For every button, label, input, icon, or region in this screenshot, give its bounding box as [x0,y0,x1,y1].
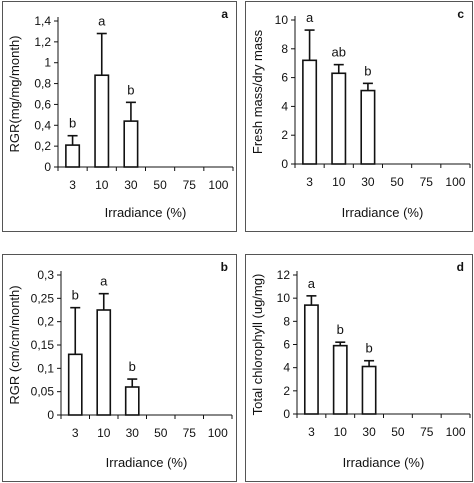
bar [302,59,318,165]
significance-letter: a [98,14,106,29]
y-tick-label: 4 [283,361,290,375]
y-tick-label: 8 [281,42,288,56]
y-tick-label: 0,1 [37,361,54,375]
x-tick-label: 10 [334,425,348,439]
x-tick-label: 50 [390,175,404,189]
x-axis-label: Irradiance (%) [106,455,188,470]
bar [67,353,83,416]
bar [124,386,140,416]
x-axis-label: Irradiance (%) [105,205,187,220]
chart-panel-b: 0 0,05 0,1 0,15 0,2 0,25 0,3 3 10 30 50 75 100 b a b Irr… [2,254,237,482]
chart-svg: 0 0,05 0,1 0,15 0,2 0,25 0,3 3 10 30 50 75 100 b a b Irr… [7,260,233,470]
y-tick-label: 12 [277,268,291,282]
panel-letter: a [221,7,228,21]
bar [361,365,377,415]
y-tick-label: 10 [275,13,289,27]
y-tick-label: 2 [281,128,288,142]
x-axis-label: Irradiance (%) [342,205,424,220]
bar [94,74,110,168]
significance-letter: b [365,341,372,356]
y-tick-label: 1,4 [34,14,51,28]
x-tick-label: 75 [183,426,197,440]
bar [96,309,112,416]
y-tick-label: 1 [44,56,51,70]
y-tick-label: 0,2 [37,315,54,329]
bar [360,89,376,165]
y-tick-label: 10 [277,291,291,305]
x-tick-label: 50 [153,178,167,192]
bar [331,72,347,165]
y-tick-label: 0 [44,160,51,174]
y-tick-label: 0,3 [37,268,54,282]
y-tick-label: 0,25 [31,291,55,305]
y-tick-label: 0,05 [31,385,55,399]
significance-letter: b [69,116,76,131]
significance-letter: b [127,82,134,97]
bar [303,304,319,415]
significance-letter: b [72,288,79,303]
x-tick-label: 10 [95,178,109,192]
significance-letter: b [337,322,344,337]
significance-letter: b [364,63,371,78]
y-tick-label: 6 [283,338,290,352]
x-tick-label: 30 [361,175,375,189]
x-tick-label: 10 [97,426,111,440]
chart-svg: 0 2 4 6 8 10 12 3 10 30 50 75 100 a b b Irradiance (%) To… [250,260,471,470]
y-tick-label: 0 [283,407,290,421]
significance-letter: b [129,359,136,374]
y-tick-label: 0 [47,408,54,422]
y-axis-label: Total chlorophyll (ug/mg) [250,274,265,416]
x-tick-label: 100 [445,175,465,189]
chart-panel-d: 0 2 4 6 8 10 12 3 10 30 50 75 100 a b b Irradiance (%) To… [245,254,473,482]
x-tick-label: 50 [391,425,405,439]
significance-letter: a [306,10,314,25]
x-axis-label: Irradiance (%) [343,455,425,470]
y-tick-label: 4 [281,99,288,113]
panel-letter: c [457,7,464,21]
bar [332,344,348,415]
x-tick-label: 75 [420,425,434,439]
y-tick-label: 0,6 [34,97,51,111]
significance-letter: ab [332,45,346,60]
y-tick-label: 8 [283,314,290,328]
x-tick-label: 75 [183,178,197,192]
y-axis-label: Fresh mass/dry mass [250,29,265,154]
x-tick-label: 100 [446,425,466,439]
x-tick-label: 10 [332,175,346,189]
x-tick-label: 3 [308,425,315,439]
bar [65,144,81,168]
x-tick-label: 3 [72,426,79,440]
y-axis-label: RGR(mg/mg/month) [7,35,22,152]
chart-svg: 0 0,2 0,4 0,6 0,8 1 1,2 1,4 3 10 30 50 75 100 b a b Irrad… [7,7,234,220]
y-tick-label: 2 [283,384,290,398]
x-tick-label: 100 [208,426,228,440]
chart-panel-c: 0 2 4 6 8 10 3 10 30 50 75 100 a ab b Irradiance (%) Fre… [245,1,473,232]
x-tick-label: 3 [306,175,313,189]
y-axis-label: RGR (cm/cm/month) [7,285,22,404]
y-tick-label: 0,4 [34,118,51,132]
panel-letter: d [457,260,464,274]
bar [123,120,139,168]
x-tick-label: 30 [126,426,140,440]
y-tick-label: 1,2 [34,35,51,49]
x-tick-label: 75 [420,175,434,189]
y-tick-label: 0 [281,157,288,171]
chart-svg: 0 2 4 6 8 10 3 10 30 50 75 100 a ab b Irradiance (%) Fre… [250,7,471,220]
x-tick-label: 30 [362,425,376,439]
x-tick-label: 50 [154,426,168,440]
significance-letter: a [100,274,108,289]
y-tick-label: 0,15 [31,338,55,352]
panel-letter: b [221,260,228,274]
y-tick-label: 6 [281,71,288,85]
chart-panel-a: 0 0,2 0,4 0,6 0,8 1 1,2 1,4 3 10 30 50 75 100 b a b Irrad… [2,1,237,232]
y-tick-label: 0,8 [34,77,51,91]
x-tick-label: 30 [124,178,138,192]
y-tick-label: 0,2 [34,139,51,153]
x-tick-label: 3 [69,178,76,192]
x-tick-label: 100 [208,178,228,192]
significance-letter: a [308,276,316,291]
